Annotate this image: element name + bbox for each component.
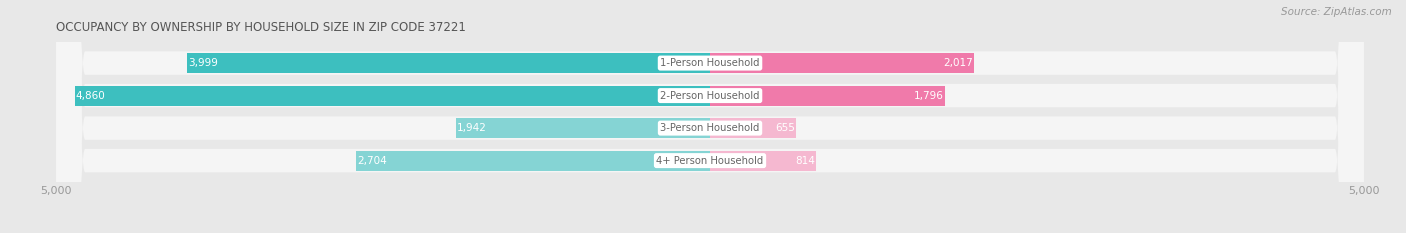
Bar — [710, 53, 974, 73]
Bar — [710, 151, 817, 171]
Bar — [75, 86, 710, 106]
FancyBboxPatch shape — [56, 0, 1364, 233]
Text: 3,999: 3,999 — [188, 58, 218, 68]
Text: 2,704: 2,704 — [357, 156, 387, 166]
FancyBboxPatch shape — [56, 0, 1364, 233]
Bar — [187, 53, 710, 73]
Text: 3-Person Household: 3-Person Household — [661, 123, 759, 133]
FancyBboxPatch shape — [56, 0, 1364, 233]
Text: 2,017: 2,017 — [943, 58, 973, 68]
Bar — [456, 118, 710, 138]
Text: 814: 814 — [796, 156, 815, 166]
Text: 1-Person Household: 1-Person Household — [661, 58, 759, 68]
Text: 4+ Person Household: 4+ Person Household — [657, 156, 763, 166]
Text: Source: ZipAtlas.com: Source: ZipAtlas.com — [1281, 7, 1392, 17]
Text: 1,942: 1,942 — [457, 123, 486, 133]
Text: OCCUPANCY BY OWNERSHIP BY HOUSEHOLD SIZE IN ZIP CODE 37221: OCCUPANCY BY OWNERSHIP BY HOUSEHOLD SIZE… — [56, 21, 467, 34]
Bar — [710, 118, 796, 138]
Bar — [357, 151, 710, 171]
Bar — [710, 86, 945, 106]
Text: 1,796: 1,796 — [914, 91, 943, 101]
FancyBboxPatch shape — [56, 0, 1364, 233]
Text: 2-Person Household: 2-Person Household — [661, 91, 759, 101]
Text: 655: 655 — [775, 123, 794, 133]
Text: 4,860: 4,860 — [76, 91, 105, 101]
